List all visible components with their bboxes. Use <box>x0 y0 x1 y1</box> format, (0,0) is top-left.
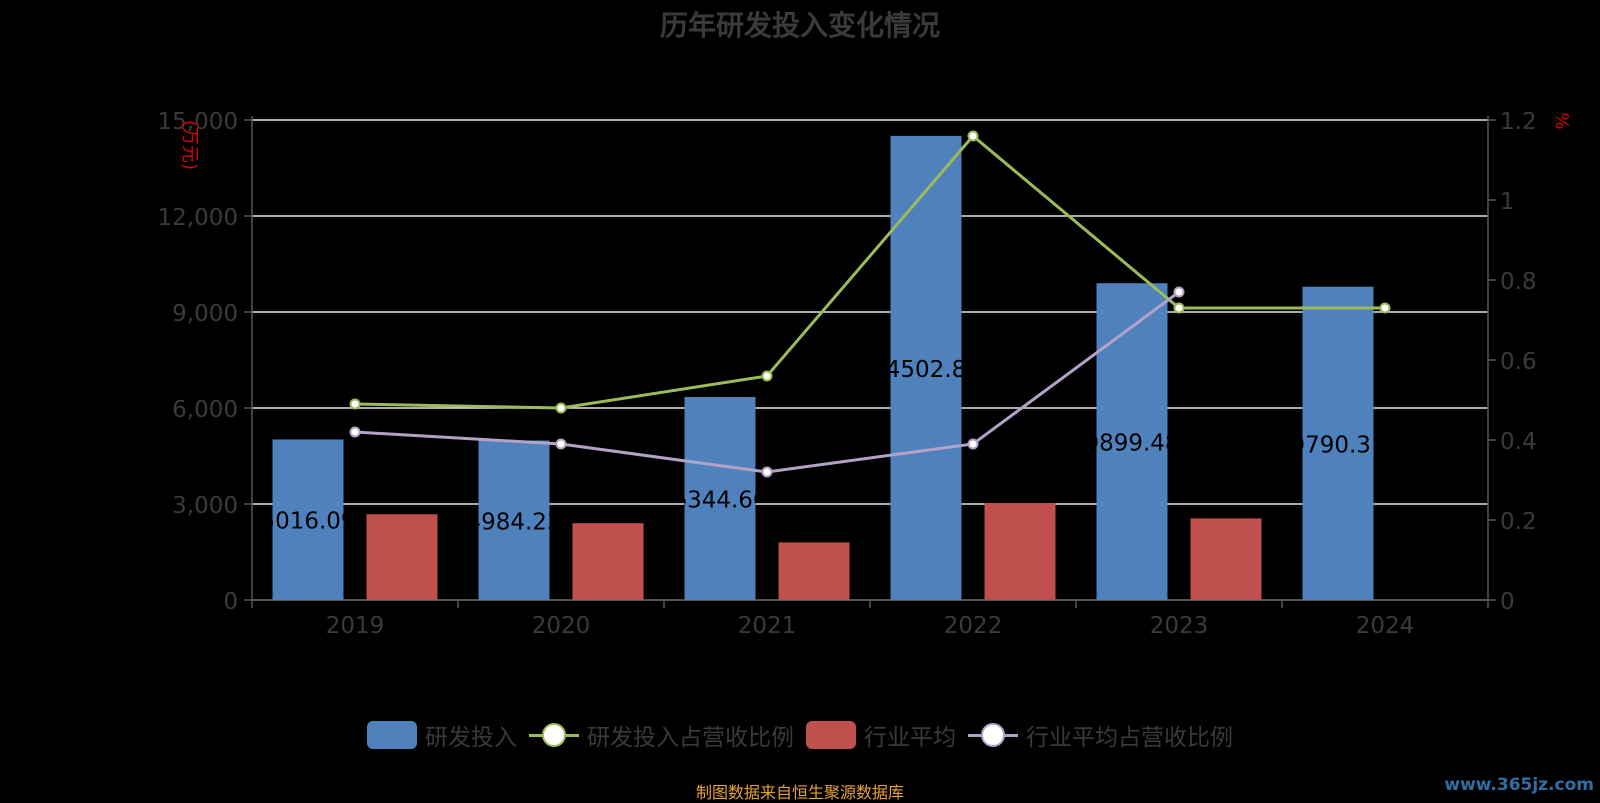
bar-value-label: 5016.09 <box>260 509 355 535</box>
x-tick-label: 2023 <box>1150 613 1209 639</box>
x-tick-label: 2021 <box>738 613 797 639</box>
right-tick-label: 1 <box>1500 189 1515 215</box>
left-tick-label: 6,000 <box>172 397 238 423</box>
legend-item-industry-average[interactable]: 行业平均 <box>806 718 956 752</box>
bar-value-label: 4984.23 <box>466 509 561 535</box>
legend-item-rd-investment[interactable]: 研发投入 <box>367 718 517 752</box>
legend: 研发投入 研发投入占营收比例 行业平均 行业平均占营收比例 <box>0 718 1600 752</box>
legend-bar-swatch-icon <box>806 721 856 749</box>
left-axis-unit: (万元) <box>179 120 200 170</box>
bar-value-label: 14502.87 <box>871 357 981 383</box>
bar <box>272 439 344 600</box>
bar <box>890 135 962 601</box>
right-axis-unit: % <box>1551 112 1572 129</box>
source-note: 制图数据来自恒生聚源数据库 <box>695 783 904 802</box>
legend-label: 研发投入 <box>425 725 517 751</box>
series-point <box>349 398 361 410</box>
series-point <box>1379 302 1391 314</box>
left-tick-label: 3,000 <box>172 493 238 519</box>
series-point <box>967 130 979 142</box>
series-point <box>761 370 773 382</box>
series-point <box>761 466 773 478</box>
bar <box>984 503 1056 600</box>
series-line <box>354 133 1385 410</box>
legend-item-industry-ratio[interactable]: 行业平均占营收比例 <box>968 718 1233 752</box>
watermark: www.365jz.com <box>1444 775 1594 795</box>
left-tick-label: 15,000 <box>158 109 238 135</box>
bar <box>478 440 550 600</box>
series-point <box>1173 286 1185 298</box>
bar <box>366 514 438 600</box>
bar-value-label: 9899.48 <box>1084 431 1179 457</box>
legend-label: 研发投入占营收比例 <box>587 725 794 751</box>
legend-item-rd-ratio[interactable]: 研发投入占营收比例 <box>529 718 794 752</box>
left-tick-label: 0 <box>223 589 238 615</box>
x-tick-label: 2020 <box>532 613 591 639</box>
series-point <box>1173 302 1185 314</box>
bar <box>572 523 644 600</box>
right-tick-label: 1.2 <box>1500 109 1537 135</box>
series-point <box>349 426 361 438</box>
right-tick-label: 0 <box>1500 589 1515 615</box>
series-point <box>555 438 567 450</box>
bar <box>1190 518 1262 600</box>
right-tick-label: 0.8 <box>1500 269 1537 295</box>
right-tick-label: 0.2 <box>1500 509 1537 535</box>
legend-label: 行业平均占营收比例 <box>1026 725 1233 751</box>
legend-bar-swatch-icon <box>367 721 417 749</box>
legend-line-swatch-icon <box>529 721 579 749</box>
series-point <box>555 402 567 414</box>
x-tick-label: 2024 <box>1356 613 1415 639</box>
legend-label: 行业平均 <box>864 725 956 751</box>
left-tick-label: 12,000 <box>158 205 238 231</box>
legend-line-swatch-icon <box>968 721 1018 749</box>
chart-title: 历年研发投入变化情况 <box>659 9 940 42</box>
right-tick-label: 0.6 <box>1500 349 1537 375</box>
bar-value-label: 6344.66 <box>672 487 767 513</box>
bar <box>1096 283 1168 600</box>
right-tick-label: 0.4 <box>1500 429 1537 455</box>
bar <box>684 396 756 600</box>
series-point <box>967 438 979 450</box>
left-tick-label: 9,000 <box>172 301 238 327</box>
x-tick-label: 2022 <box>944 613 1003 639</box>
bar <box>778 542 850 600</box>
x-tick-label: 2019 <box>326 613 385 639</box>
bar-value-label: 9790.31 <box>1290 432 1385 458</box>
bar <box>1302 286 1374 600</box>
